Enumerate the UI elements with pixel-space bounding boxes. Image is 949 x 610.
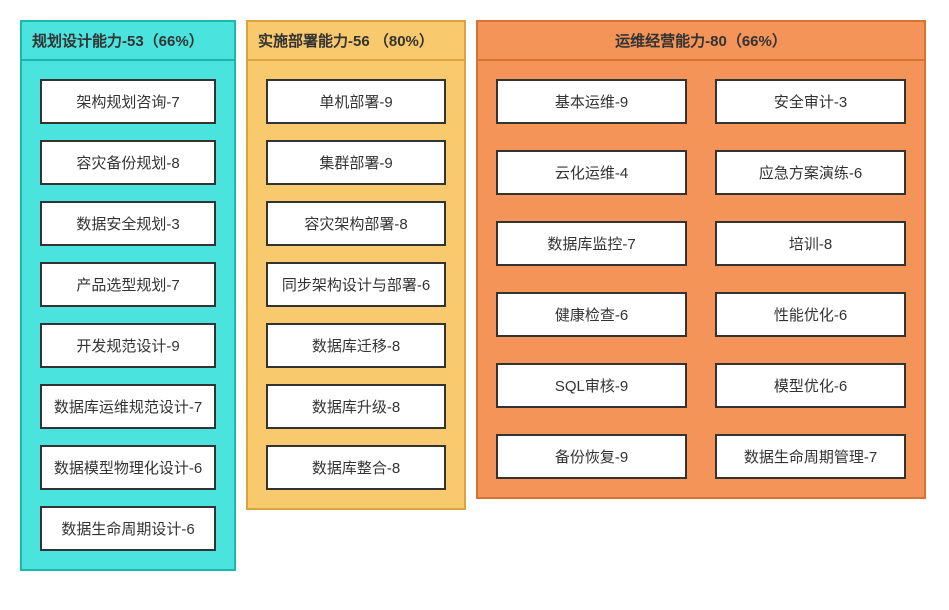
column-body: 架构规划咨询-7 容灾备份规划-8 数据安全规划-3 产品选型规划-7 开发规范设计-9…: [20, 61, 236, 571]
capability-cell: 单机部署-9: [266, 79, 446, 124]
capability-cell: 容灾架构部署-8: [266, 201, 446, 246]
capability-cell: 容灾备份规划-8: [40, 140, 216, 185]
capability-cell: 基本运维-9: [496, 79, 687, 124]
column-header: 规划设计能力-53（66%）: [20, 20, 236, 61]
capability-cell: 应急方案演练-6: [715, 150, 906, 195]
capability-cell: 云化运维-4: [496, 150, 687, 195]
column-2: 运维经营能力-80（66%） 基本运维-9 安全审计-3 云化运维-4 应急方案演练-6…: [476, 20, 926, 499]
capability-cell: 数据生命周期设计-6: [40, 506, 216, 551]
column-body: 基本运维-9 安全审计-3 云化运维-4 应急方案演练-6 数据库监控-7 培训-8 健康检…: [476, 61, 926, 499]
column-1: 实施部署能力-56 （80%） 单机部署-9 集群部署-9 容灾架构部署-8 同步架构设…: [246, 20, 466, 510]
capability-cell: 安全审计-3: [715, 79, 906, 124]
capability-cell: 数据模型物理化设计-6: [40, 445, 216, 490]
capability-cell: 架构规划咨询-7: [40, 79, 216, 124]
capability-cell: 数据库运维规范设计-7: [40, 384, 216, 429]
capability-cell: 培训-8: [715, 221, 906, 266]
capability-cell: 数据库升级-8: [266, 384, 446, 429]
capability-cell: 数据安全规划-3: [40, 201, 216, 246]
column-0: 规划设计能力-53（66%） 架构规划咨询-7 容灾备份规划-8 数据安全规划-3 产品…: [20, 20, 236, 571]
capability-cell: 同步架构设计与部署-6: [266, 262, 446, 307]
capability-cell: 数据库整合-8: [266, 445, 446, 490]
capability-cell: 集群部署-9: [266, 140, 446, 185]
capability-cell: 产品选型规划-7: [40, 262, 216, 307]
capability-cell: 数据库监控-7: [496, 221, 687, 266]
capability-cell: 数据生命周期管理-7: [715, 434, 906, 479]
capability-cell: 备份恢复-9: [496, 434, 687, 479]
capability-cell: 健康检查-6: [496, 292, 687, 337]
capability-cell: 开发规范设计-9: [40, 323, 216, 368]
column-header: 实施部署能力-56 （80%）: [246, 20, 466, 61]
capability-diagram: 规划设计能力-53（66%） 架构规划咨询-7 容灾备份规划-8 数据安全规划-3 产品…: [20, 20, 929, 571]
column-header: 运维经营能力-80（66%）: [476, 20, 926, 61]
capability-cell: SQL审核-9: [496, 363, 687, 408]
capability-cell: 模型优化-6: [715, 363, 906, 408]
capability-cell: 数据库迁移-8: [266, 323, 446, 368]
column-body: 单机部署-9 集群部署-9 容灾架构部署-8 同步架构设计与部署-6 数据库迁移-8 数据…: [246, 61, 466, 510]
capability-cell: 性能优化-6: [715, 292, 906, 337]
